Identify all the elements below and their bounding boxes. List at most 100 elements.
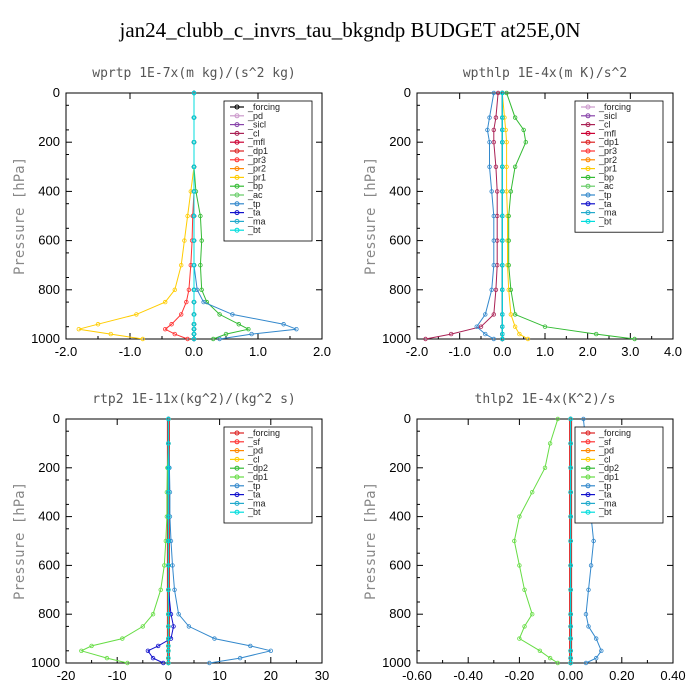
data-point: [500, 331, 505, 337]
data-point: [568, 416, 573, 422]
legend-box: [574, 100, 664, 233]
data-point: [191, 115, 197, 120]
data-point: [191, 299, 197, 305]
series-line-bp: [506, 92, 635, 340]
data-point: [500, 189, 505, 194]
page-title: jan24_clubb_c_invrs_tau_bkgndp BUDGET at…: [119, 18, 581, 42]
data-point: [191, 263, 197, 268]
data-point: [568, 624, 573, 629]
data-point: [191, 326, 197, 332]
data-point: [166, 612, 171, 617]
legend-box: [223, 100, 313, 242]
data-point: [166, 465, 171, 470]
data-point: [79, 648, 84, 653]
data-point: [161, 660, 166, 666]
data-point: [166, 441, 171, 446]
data-point: [191, 90, 197, 96]
data-point: [178, 312, 184, 317]
data-point: [500, 331, 505, 337]
data-point: [500, 213, 505, 219]
data-point: [191, 115, 197, 120]
data-point: [478, 324, 484, 329]
data-point: [586, 624, 591, 629]
legend-entry: _mfl: [598, 128, 616, 138]
data-point: [568, 624, 573, 629]
data-point: [191, 213, 197, 219]
legend-marker: [585, 157, 591, 163]
legend-marker: [585, 500, 591, 506]
legend-entry: _dp1: [598, 137, 619, 147]
legend-marker: [234, 227, 240, 233]
data-point: [150, 655, 156, 661]
data-point: [166, 465, 171, 470]
y-tick-label: 1000: [31, 331, 60, 346]
data-point: [191, 164, 197, 169]
y-tick-label: 400: [389, 183, 411, 198]
data-point: [190, 213, 195, 219]
y-axis-label: Pressure [hPa]: [12, 482, 28, 600]
data-point: [500, 164, 505, 169]
data-point: [188, 263, 193, 268]
data-point: [166, 624, 171, 629]
legend-marker: [585, 183, 591, 189]
panel-title: rtp2 1E-11x(kg^2)/(kg^2 s): [92, 392, 296, 407]
legend-entry: _ma: [598, 498, 617, 508]
data-point: [166, 514, 171, 519]
data-point: [568, 441, 573, 446]
data-point: [583, 490, 589, 495]
data-point: [166, 538, 171, 544]
data-point: [191, 336, 197, 342]
data-point: [191, 263, 197, 268]
data-point: [191, 287, 197, 292]
legend-entry: _pr1: [247, 172, 266, 182]
x-tick-label: -2.0: [406, 344, 428, 359]
data-point: [500, 336, 505, 342]
data-point: [500, 287, 505, 292]
data-point: [491, 139, 496, 145]
data-point: [155, 643, 161, 649]
data-point: [500, 238, 505, 243]
data-point: [281, 322, 286, 327]
y-tick-label: 200: [389, 460, 411, 475]
data-point: [210, 336, 216, 342]
data-point: [500, 312, 505, 317]
data-point: [166, 563, 171, 568]
data-point: [191, 263, 197, 268]
data-point: [191, 331, 197, 337]
data-point: [500, 139, 505, 145]
legend-entry: _forcing: [247, 428, 280, 438]
data-point: [500, 287, 505, 292]
data-point: [568, 648, 573, 653]
data-point: [168, 538, 174, 544]
data-point: [500, 139, 505, 145]
data-point: [423, 336, 428, 342]
data-point: [500, 324, 505, 329]
data-point: [448, 331, 454, 337]
legend-marker: [234, 210, 240, 216]
data-point: [158, 587, 163, 592]
data-point: [191, 90, 197, 96]
data-point: [500, 189, 505, 194]
data-point: [568, 465, 573, 470]
data-point: [500, 164, 505, 169]
data-point: [166, 612, 171, 617]
data-point: [186, 624, 192, 629]
data-point: [500, 213, 505, 219]
data-point: [191, 213, 197, 219]
y-tick-label: 1000: [382, 331, 411, 346]
data-point: [165, 465, 170, 470]
data-point: [500, 164, 505, 169]
data-point: [191, 238, 197, 243]
y-tick-label: 200: [389, 134, 411, 149]
legend-marker: [234, 474, 240, 480]
data-point: [500, 127, 505, 133]
data-point: [500, 238, 505, 243]
legend-marker: [234, 483, 240, 489]
legend-marker: [585, 492, 591, 498]
data-point: [191, 312, 197, 317]
data-point: [191, 115, 197, 120]
data-point: [191, 164, 197, 169]
legend-entry: _dp1: [598, 472, 619, 482]
